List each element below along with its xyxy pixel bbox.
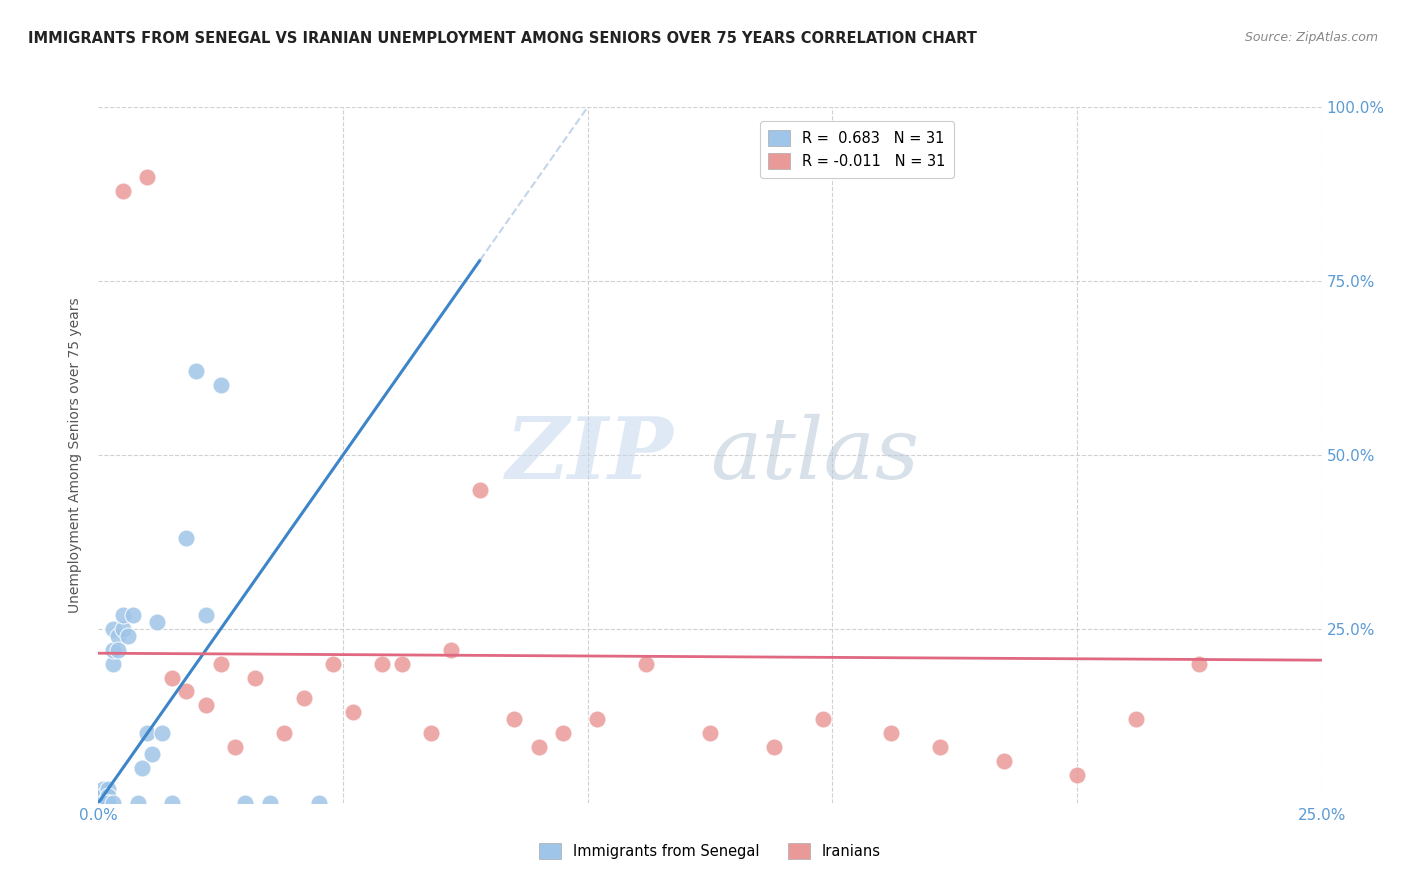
Point — [1066, 768, 1088, 782]
Point — [131, 761, 153, 775]
Point — [880, 726, 903, 740]
Point — [209, 657, 232, 671]
Point — [762, 740, 785, 755]
Point — [243, 671, 266, 685]
Point — [176, 532, 198, 546]
Point — [127, 796, 149, 810]
Point — [101, 642, 124, 657]
Point — [146, 615, 169, 629]
Point — [91, 781, 114, 796]
Point — [929, 740, 952, 755]
Point — [101, 622, 124, 636]
Point — [91, 789, 114, 803]
Point — [107, 629, 129, 643]
Point — [195, 698, 218, 713]
Point — [160, 671, 183, 685]
Point — [273, 726, 295, 740]
Point — [136, 169, 159, 184]
Point — [97, 796, 120, 810]
Point — [107, 642, 129, 657]
Point — [371, 657, 394, 671]
Point — [586, 712, 609, 726]
Point — [308, 796, 330, 810]
Point — [1188, 657, 1211, 671]
Point — [420, 726, 443, 740]
Legend: Immigrants from Senegal, Iranians: Immigrants from Senegal, Iranians — [533, 838, 887, 865]
Text: IMMIGRANTS FROM SENEGAL VS IRANIAN UNEMPLOYMENT AMONG SENIORS OVER 75 YEARS CORR: IMMIGRANTS FROM SENEGAL VS IRANIAN UNEMP… — [28, 31, 977, 46]
Point — [527, 740, 550, 755]
Point — [160, 796, 183, 810]
Point — [636, 657, 658, 671]
Point — [121, 607, 143, 622]
Point — [186, 364, 208, 378]
Point — [440, 642, 463, 657]
Point — [503, 712, 526, 726]
Point — [233, 796, 256, 810]
Point — [111, 184, 134, 198]
Text: atlas: atlas — [710, 414, 920, 496]
Point — [811, 712, 834, 726]
Point — [553, 726, 575, 740]
Point — [97, 781, 120, 796]
Point — [195, 607, 218, 622]
Point — [150, 726, 173, 740]
Point — [1125, 712, 1147, 726]
Point — [391, 657, 413, 671]
Point — [292, 691, 315, 706]
Point — [97, 789, 120, 803]
Point — [993, 754, 1015, 768]
Point — [209, 378, 232, 392]
Point — [136, 726, 159, 740]
Point — [117, 629, 139, 643]
Point — [342, 706, 364, 720]
Point — [91, 796, 114, 810]
Point — [176, 684, 198, 698]
Point — [97, 796, 120, 810]
Point — [699, 726, 721, 740]
Point — [224, 740, 246, 755]
Point — [468, 483, 491, 497]
Point — [111, 607, 134, 622]
Point — [322, 657, 344, 671]
Y-axis label: Unemployment Among Seniors over 75 years: Unemployment Among Seniors over 75 years — [69, 297, 83, 613]
Text: ZIP: ZIP — [506, 413, 673, 497]
Text: Source: ZipAtlas.com: Source: ZipAtlas.com — [1244, 31, 1378, 45]
Point — [101, 796, 124, 810]
Point — [141, 747, 163, 761]
Point — [111, 622, 134, 636]
Point — [101, 657, 124, 671]
Point — [259, 796, 281, 810]
